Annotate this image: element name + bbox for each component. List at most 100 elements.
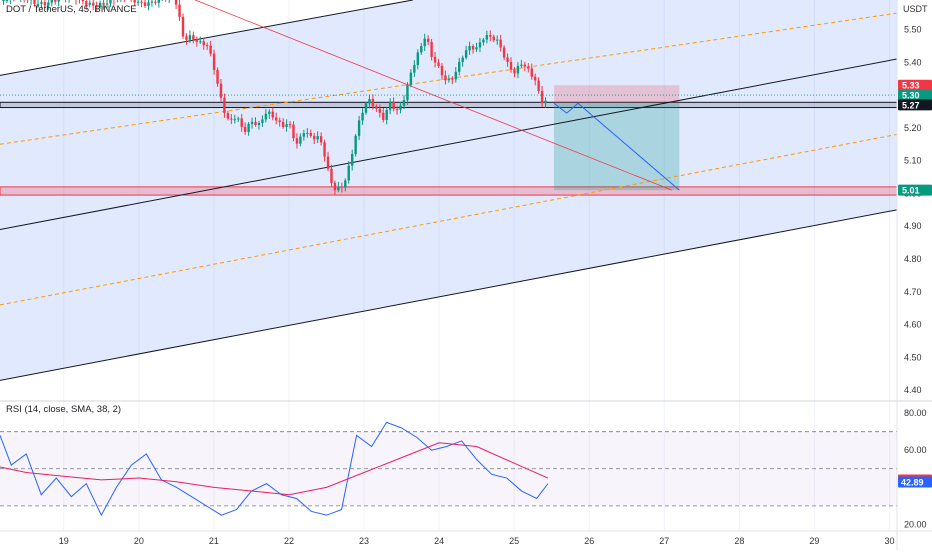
- candle-body: [313, 136, 315, 139]
- y-tick-label: 5.20: [904, 123, 922, 133]
- candle-body: [299, 137, 301, 144]
- candle-body: [341, 187, 343, 188]
- price-tag-label: 5.27: [902, 100, 920, 110]
- x-tick-label: 28: [734, 536, 744, 546]
- candle-body: [278, 120, 280, 122]
- candle-body: [337, 187, 339, 191]
- candle-body: [158, 0, 160, 3]
- x-tick-label: 30: [884, 536, 894, 546]
- candle-body: [109, 0, 111, 3]
- candle-body: [265, 114, 267, 120]
- x-tick-label: 26: [584, 536, 594, 546]
- candle-body: [258, 123, 260, 125]
- candle-body: [306, 133, 308, 134]
- x-tick-label: 27: [659, 536, 669, 546]
- candle-body: [410, 73, 412, 85]
- y-tick-label: 5.40: [904, 57, 922, 67]
- candle-body: [351, 154, 353, 166]
- candle-body: [192, 35, 194, 39]
- candle-body: [147, 2, 149, 6]
- candle-body: [289, 124, 291, 125]
- candle-body: [451, 79, 453, 80]
- candle-body: [413, 65, 415, 73]
- candle-body: [358, 120, 360, 135]
- candle-body: [151, 2, 153, 3]
- candle-body: [272, 112, 274, 118]
- y-tick-label: 4.50: [904, 352, 922, 362]
- y-tick-label: 4.70: [904, 287, 922, 297]
- candle-body: [2, 0, 4, 1]
- candle-body: [510, 62, 512, 70]
- candle-body: [247, 124, 249, 132]
- candle-body: [185, 36, 187, 39]
- candle-body: [175, 0, 177, 5]
- candle-body: [399, 106, 401, 110]
- candle-body: [275, 118, 277, 121]
- candle-body: [389, 102, 391, 110]
- candle-body: [320, 136, 322, 142]
- candle-body: [524, 65, 526, 67]
- candle-body: [348, 166, 350, 181]
- candle-body: [368, 99, 370, 103]
- candle-body: [213, 54, 215, 70]
- chart-title: DOT / TetherUS, 45, BINANCE: [6, 4, 137, 15]
- candle-body: [268, 112, 270, 114]
- y-tick-label: 5.10: [904, 156, 922, 166]
- candle-body: [372, 99, 374, 106]
- candle-body: [323, 142, 325, 156]
- candle-body: [475, 47, 477, 49]
- candle-body: [455, 72, 457, 80]
- candle-body: [448, 79, 450, 81]
- candle-body: [406, 85, 408, 100]
- candle-body: [417, 52, 419, 65]
- candle-body: [379, 109, 381, 113]
- x-tick-label: 24: [434, 536, 444, 546]
- candle-body: [506, 58, 508, 62]
- candle-body: [468, 46, 470, 50]
- x-tick-label: 20: [134, 536, 144, 546]
- candle-body: [444, 75, 446, 80]
- candle-body: [234, 119, 236, 120]
- candle-body: [316, 136, 318, 139]
- y-tick-label: 4.60: [904, 320, 922, 330]
- candle-body: [237, 118, 239, 119]
- candle-body: [182, 17, 184, 36]
- candle-body: [479, 42, 481, 47]
- candle-body: [140, 2, 142, 3]
- candle-body: [216, 70, 218, 84]
- candle-body: [365, 103, 367, 112]
- candle-body: [434, 57, 436, 63]
- candle-body: [486, 35, 488, 40]
- candle-body: [465, 50, 467, 57]
- candle-body: [251, 122, 253, 124]
- candle-body: [499, 40, 501, 48]
- candle-body: [261, 119, 263, 123]
- candle-body: [544, 101, 546, 103]
- price-tag-label: 5.30: [902, 91, 920, 101]
- candle-body: [489, 35, 491, 37]
- x-tick-label: 23: [359, 536, 369, 546]
- candle-body: [57, 0, 59, 2]
- x-tick-label: 21: [209, 536, 219, 546]
- candle-body: [82, 0, 84, 1]
- candle-body: [296, 138, 298, 143]
- candle-body: [403, 100, 405, 106]
- stop-loss-zone: [554, 85, 679, 103]
- candle-body: [230, 119, 232, 120]
- take-profit-zone: [554, 103, 679, 190]
- candle-body: [189, 35, 191, 40]
- rsi-y-tick-label: 20.00: [904, 519, 927, 529]
- candle-body: [203, 41, 205, 45]
- candle-body: [537, 80, 539, 90]
- candle-body: [51, 0, 53, 3]
- candle-body: [513, 70, 515, 74]
- candle-body: [178, 5, 180, 17]
- candle-body: [503, 47, 505, 57]
- candle-body: [531, 68, 533, 76]
- candle-body: [292, 125, 294, 139]
- candle-body: [461, 58, 463, 62]
- candle-body: [482, 40, 484, 43]
- candle-body: [441, 66, 443, 76]
- candle-body: [254, 122, 256, 125]
